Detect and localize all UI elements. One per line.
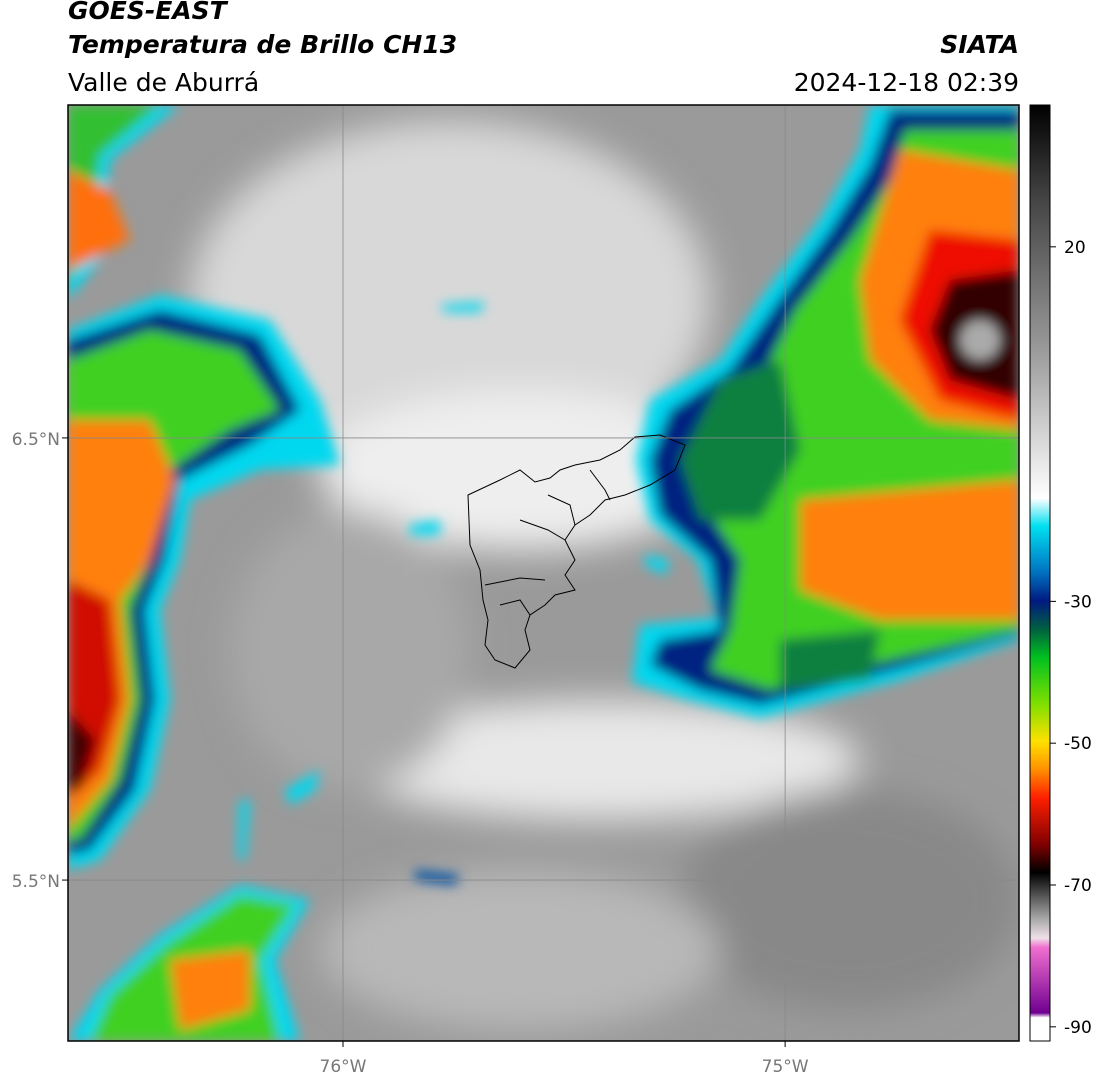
map-frame <box>67 104 1020 1042</box>
lat-label: 5.5°N <box>12 872 60 892</box>
colorbar-ticks <box>1050 246 1056 1028</box>
lon-label: 76°W <box>320 1057 367 1077</box>
source: SIATA <box>940 30 1019 59</box>
region: Valle de Aburrá <box>68 68 259 97</box>
colorbar-label: -90 <box>1064 1018 1092 1038</box>
colorbar-label: 20 <box>1064 238 1086 258</box>
satellite-image <box>68 105 1019 1041</box>
satellite-title: GOES-EAST <box>68 0 229 25</box>
colorbar <box>1029 104 1051 1042</box>
colorbar-label: -50 <box>1064 734 1092 754</box>
colorbar-label: -30 <box>1064 592 1092 612</box>
colorbar-label: -70 <box>1064 876 1092 896</box>
graticule <box>62 105 1019 1047</box>
lat-label: 6.5°N <box>12 430 60 450</box>
datetime: 2024-12-18 02:39 <box>794 68 1019 97</box>
municipal-boundaries <box>467 434 686 669</box>
lon-label: 75°W <box>762 1057 809 1077</box>
product-title: Temperatura de Brillo CH13 <box>68 30 457 59</box>
